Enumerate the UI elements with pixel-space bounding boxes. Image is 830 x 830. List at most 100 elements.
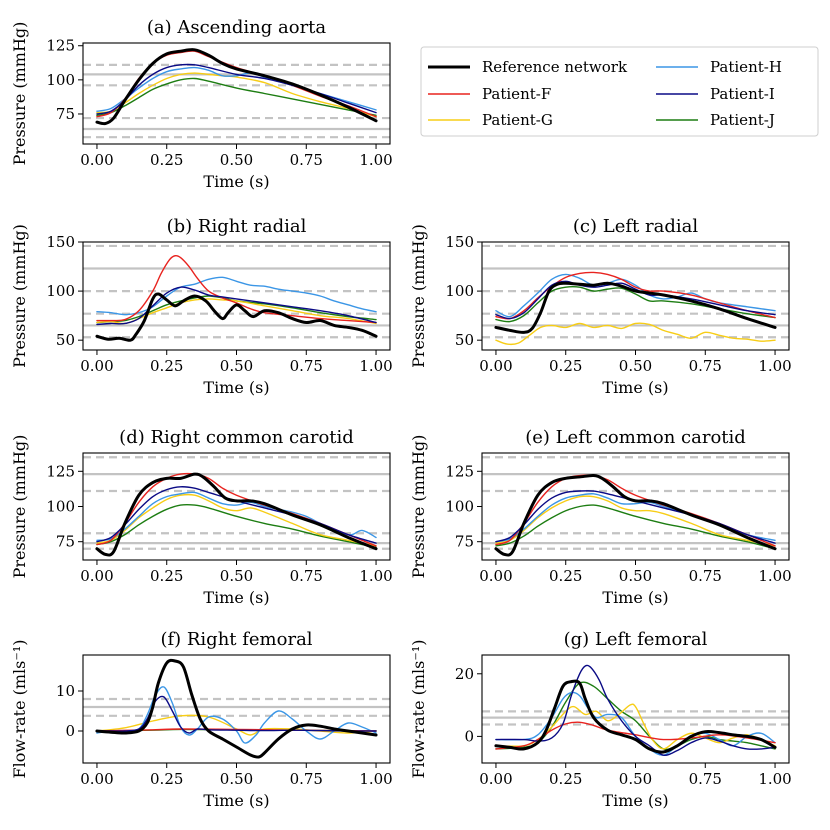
panel-e: 0.00 0.25 0.50 0.75 1.00 75 100 125 (e) Left com… (409, 427, 792, 607)
legend-label: Patient-G (482, 111, 553, 129)
x-tick-label: 0.00 (80, 151, 113, 169)
y-axis-label: Pressure (mmHg) (10, 22, 29, 166)
series-line-patient-i (96, 286, 377, 326)
panel-title: (d) Right common carotid (119, 427, 354, 448)
series-line-reference-network (494, 679, 777, 754)
y-tick-label: 50 (455, 331, 474, 349)
reference-bands (83, 244, 390, 339)
y-tick-label: 20 (455, 665, 474, 683)
x-tick-label: 0.75 (290, 151, 323, 169)
y-axis-label: Flow-rate (mls⁻¹) (409, 640, 428, 779)
legend-label: Reference network (482, 58, 628, 76)
x-tick-label: 0.50 (220, 151, 253, 169)
series-lines (95, 658, 378, 759)
series-line-patient-f (495, 721, 776, 750)
y-tick-label: 125 (46, 37, 75, 55)
x-tick-label: 0.00 (479, 357, 512, 375)
series-lines (95, 254, 378, 342)
x-tick-label: 0.50 (619, 357, 652, 375)
x-tick-label: 0.75 (290, 770, 323, 788)
series-line-patient-i (495, 664, 776, 756)
panel-title: (c) Left radial (573, 216, 698, 237)
x-tick-label: 0.75 (689, 357, 722, 375)
legend-label: Patient-H (710, 58, 782, 76)
series-line-patient-i (96, 695, 377, 734)
y-tick-label: 0 (65, 722, 75, 740)
x-tick-label: 0.75 (290, 567, 323, 585)
x-tick-label: 0.25 (549, 567, 582, 585)
panel-b: 0.00 0.25 0.50 0.75 1.00 50 100 150 (b) Right ra… (10, 216, 393, 397)
x-tick-label: 0.75 (290, 357, 323, 375)
legend-frame (420, 46, 819, 137)
reference-bands (83, 456, 390, 550)
x-tick-label: 0.75 (689, 567, 722, 585)
y-axis-label: Pressure (mmHg) (409, 224, 428, 368)
series-lines (494, 664, 777, 756)
y-tick-label: 125 (46, 462, 75, 480)
x-tick-label: 0.00 (479, 770, 512, 788)
x-tick-label: 0.25 (549, 357, 582, 375)
y-axis-label: Flow-rate (mls⁻¹) (10, 640, 29, 779)
series-line-patient-g (96, 72, 377, 118)
y-tick-label: 100 (46, 282, 75, 300)
series-line-patient-f (96, 254, 377, 324)
x-tick-label: 1.00 (758, 567, 791, 585)
y-tick-label: 75 (56, 105, 75, 123)
panel-f: 0.00 0.25 0.50 0.75 1.00 0 10 (f) Right femoral… (10, 629, 393, 810)
panel-c: 0.00 0.25 0.50 0.75 1.00 50 100 150 (c) Left rad… (409, 216, 792, 397)
y-tick-label: 125 (445, 462, 474, 480)
y-tick-label: 150 (445, 233, 474, 251)
x-tick-label: 0.00 (479, 567, 512, 585)
axes-frame (82, 241, 391, 351)
x-tick-label: 0.50 (220, 770, 253, 788)
panel-title: (f) Right femoral (160, 629, 312, 650)
series-line-reference-network (95, 292, 378, 342)
x-tick-label: 0.25 (150, 357, 183, 375)
series-line-reference-network (494, 474, 777, 557)
series-line-patient-j (96, 503, 377, 549)
panel-d: 0.00 0.25 0.50 0.75 1.00 75 100 125 (d) Right co… (10, 427, 393, 607)
legend-label: Patient-F (482, 85, 551, 103)
x-tick-label: 1.00 (758, 357, 791, 375)
series-lines (95, 48, 378, 126)
series-line-patient-h (495, 273, 776, 318)
x-tick-label: 0.50 (619, 770, 652, 788)
y-tick-label: 75 (56, 533, 75, 551)
legend: Reference network Patient-F Patient-G Patie… (420, 46, 819, 137)
series-line-patient-i (495, 280, 776, 320)
x-axis-label: Time (s) (602, 588, 668, 607)
series-line-reference-network (95, 658, 378, 759)
y-tick-label: 100 (46, 498, 75, 516)
series-line-patient-h (96, 686, 377, 744)
x-tick-label: 0.50 (220, 567, 253, 585)
x-tick-label: 0.00 (80, 567, 113, 585)
series-line-patient-g (495, 322, 776, 346)
y-axis-label: Pressure (mmHg) (409, 435, 428, 579)
panel-title: (a) Ascending aorta (147, 17, 327, 38)
y-tick-label: 75 (455, 533, 474, 551)
series-line-patient-g (495, 495, 776, 547)
x-tick-label: 0.00 (80, 357, 113, 375)
y-axis-label: Pressure (mmHg) (10, 224, 29, 368)
series-line-reference-network (494, 281, 777, 334)
x-tick-label: 0.50 (619, 567, 652, 585)
y-tick-label: 10 (56, 682, 75, 700)
x-axis-label: Time (s) (602, 791, 668, 810)
x-tick-label: 0.50 (220, 357, 253, 375)
x-tick-label: 0.25 (150, 770, 183, 788)
y-tick-label: 100 (445, 498, 474, 516)
x-tick-label: 0.00 (80, 770, 113, 788)
x-axis-label: Time (s) (203, 588, 269, 607)
y-axis-label: Pressure (mmHg) (10, 435, 29, 579)
series-line-patient-f (495, 271, 776, 320)
x-axis-label: Time (s) (203, 791, 269, 810)
y-tick-label: 150 (46, 233, 75, 251)
x-tick-label: 0.75 (689, 770, 722, 788)
y-tick-label: 50 (56, 331, 75, 349)
series-line-patient-j (495, 285, 776, 323)
series-line-patient-g (96, 493, 377, 547)
x-tick-label: 1.00 (359, 567, 392, 585)
x-tick-label: 1.00 (359, 770, 392, 788)
series-line-reference-network (95, 472, 378, 557)
